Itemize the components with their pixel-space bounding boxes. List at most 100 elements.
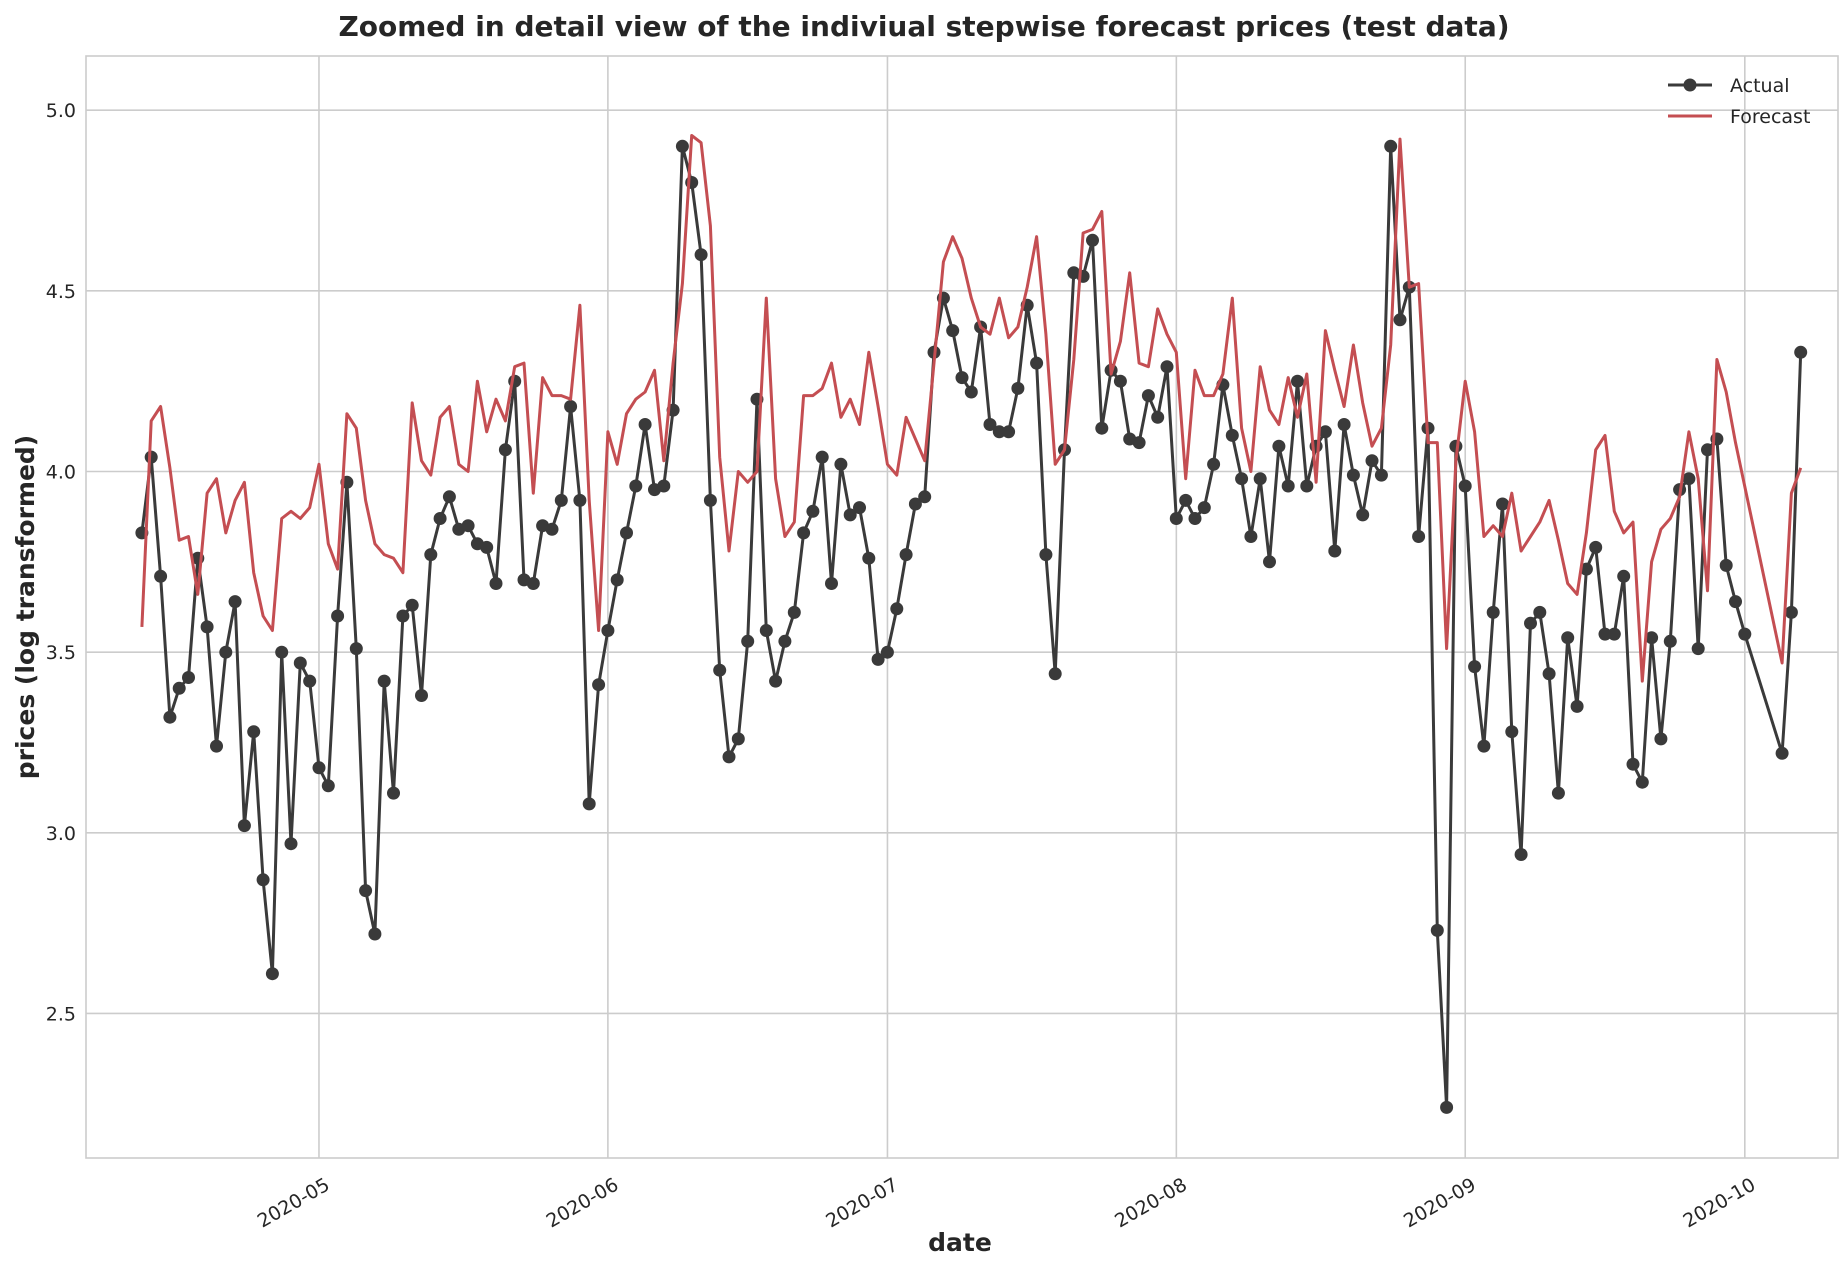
actual-point	[526, 577, 540, 590]
actual-point	[1318, 425, 1332, 439]
actual-point	[1291, 374, 1304, 388]
actual-point	[1514, 848, 1528, 861]
actual-point	[284, 837, 298, 851]
x-tick-label: 2020-06	[543, 1174, 623, 1233]
actual-point	[1607, 627, 1621, 641]
series-actual	[135, 139, 1808, 1114]
actual-point	[880, 645, 894, 659]
actual-line	[140, 144, 1803, 1109]
actual-point	[200, 620, 214, 634]
actual-point	[1691, 642, 1705, 656]
actual-point	[1738, 627, 1752, 641]
actual-point	[405, 598, 419, 612]
actual-point	[1141, 389, 1155, 403]
actual-point	[1281, 479, 1295, 493]
actual-point	[554, 493, 568, 507]
actual-point	[1086, 233, 1099, 247]
actual-point	[163, 710, 177, 724]
plot-area	[86, 56, 1838, 1158]
actual-point	[918, 490, 932, 504]
actual-point	[1300, 479, 1314, 493]
actual-point	[1542, 667, 1556, 681]
actual-point	[1626, 757, 1640, 771]
actual-point	[1235, 472, 1249, 486]
actual-point	[303, 674, 317, 688]
actual-point	[964, 385, 978, 399]
actual-point	[853, 501, 866, 515]
forecast-line	[140, 134, 1803, 683]
actual-point	[834, 457, 848, 471]
legend-label-forecast: Forecast	[1730, 106, 1810, 128]
actual-point	[545, 522, 559, 536]
actual-point	[1598, 627, 1612, 641]
actual-point	[638, 418, 652, 431]
actual-point	[154, 569, 168, 583]
actual-point	[1095, 421, 1109, 435]
actual-point	[713, 663, 727, 677]
actual-point	[759, 624, 773, 637]
actual-point	[1654, 732, 1668, 746]
actual-point	[1719, 558, 1733, 572]
actual-point	[1197, 501, 1211, 515]
actual-point	[359, 884, 373, 898]
chart-title: Zoomed in detail view of the indiviual s…	[338, 10, 1509, 43]
actual-point	[1132, 436, 1146, 450]
actual-point	[1263, 555, 1276, 569]
y-axis-title: prices (log transformed)	[11, 435, 40, 779]
actual-point	[731, 732, 745, 746]
actual-point	[908, 497, 922, 511]
actual-point	[377, 674, 391, 688]
actual-point	[1384, 139, 1398, 153]
actual-point	[461, 519, 475, 533]
actual-point	[983, 418, 997, 431]
x-tick-label: 2020-05	[254, 1174, 334, 1233]
actual-point	[741, 634, 755, 648]
actual-point	[498, 443, 512, 457]
actual-point	[610, 573, 624, 587]
actual-point	[256, 873, 270, 887]
actual-point	[657, 479, 671, 493]
actual-point	[1701, 443, 1714, 457]
actual-point	[321, 779, 335, 793]
legend-item-actual: Actual	[1668, 75, 1790, 97]
actual-point	[955, 371, 969, 385]
actual-point	[1225, 428, 1239, 442]
y-tick-label: 2.5	[46, 1003, 76, 1025]
actual-point	[992, 425, 1006, 439]
actual-point	[1002, 425, 1016, 439]
actual-point	[675, 139, 689, 153]
series-forecast	[140, 134, 1803, 683]
actual-point	[424, 548, 438, 562]
legend-item-forecast: Forecast	[1668, 106, 1810, 128]
series-layer	[135, 134, 1808, 1114]
actual-point	[843, 508, 857, 522]
actual-point	[1039, 548, 1053, 562]
legend-label-actual: Actual	[1730, 75, 1790, 97]
actual-point	[1533, 605, 1547, 619]
actual-point	[1775, 746, 1789, 760]
actual-point	[582, 797, 596, 811]
actual-point	[1113, 374, 1127, 388]
actual-point	[182, 671, 195, 684]
x-tick-labels: 2020-05 2020-06 2020-07 2020-08 2020-09 2020-…	[254, 1174, 1760, 1233]
actual-point	[433, 512, 447, 525]
actual-point	[396, 609, 410, 623]
actual-point	[228, 595, 242, 609]
actual-point	[1524, 616, 1537, 630]
x-tick-label: 2020-07	[822, 1174, 902, 1233]
actual-point	[1635, 775, 1649, 789]
actual-point	[331, 609, 345, 623]
actual-point	[1589, 540, 1603, 554]
actual-point	[1030, 356, 1044, 370]
actual-point	[620, 526, 633, 540]
actual-point	[1617, 569, 1631, 583]
actual-point	[1169, 512, 1183, 525]
actual-point	[210, 739, 223, 753]
actual-point	[1356, 508, 1370, 522]
x-axis-title: date	[928, 1228, 992, 1257]
actual-point	[1253, 472, 1267, 486]
actual-point	[387, 786, 400, 800]
actual-point	[1468, 660, 1482, 674]
